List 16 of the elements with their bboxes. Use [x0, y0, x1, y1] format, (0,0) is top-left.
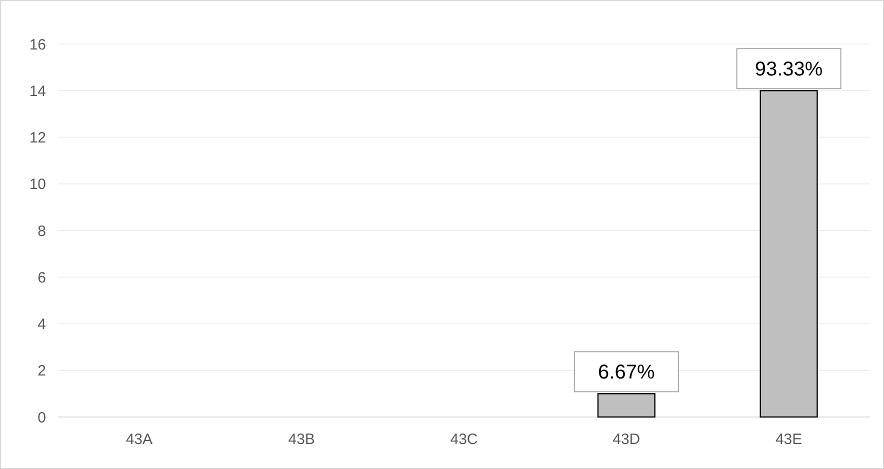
annotation: 6.67%	[598, 362, 655, 384]
x-tick-label: 43C	[450, 431, 478, 448]
annotation: 93.33%	[754, 58, 823, 81]
y-tick-label: 14	[29, 82, 46, 100]
y-tick-label: 0	[38, 409, 46, 426]
y-tick-label: 6	[38, 269, 46, 286]
y-tick-label: 8	[38, 222, 46, 240]
x-tick-label: 43A	[126, 431, 153, 448]
y-tick-label: 12	[29, 130, 46, 146]
y-tick-label: 2	[38, 362, 46, 380]
x-tick-label: 43D	[612, 431, 640, 448]
x-tick-label: 43B	[288, 431, 315, 448]
y-tick-label: 10	[29, 176, 46, 194]
x-tick-label: 43E	[775, 431, 802, 448]
y-tick-label: 16	[29, 36, 46, 54]
y-tick-label: 4	[38, 316, 46, 333]
